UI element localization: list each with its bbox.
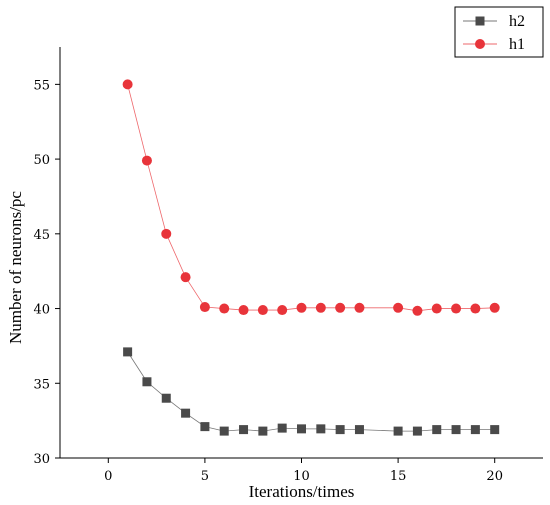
- data-point: [432, 425, 442, 435]
- data-point: [296, 302, 307, 313]
- y-tick-label: 40: [33, 303, 50, 318]
- data-point: [335, 302, 346, 313]
- data-point: [354, 302, 365, 313]
- data-point: [316, 424, 326, 434]
- data-point: [277, 305, 288, 316]
- x-tick-label: 20: [486, 469, 503, 484]
- legend-marker: [475, 16, 485, 26]
- data-point: [238, 305, 249, 316]
- data-point: [239, 425, 249, 435]
- data-point: [451, 303, 462, 314]
- y-tick-label: 35: [33, 377, 50, 392]
- data-point: [258, 426, 268, 436]
- x-tick-label: 15: [390, 469, 407, 484]
- data-point: [297, 424, 306, 434]
- data-point: [200, 422, 210, 432]
- data-point: [181, 408, 191, 418]
- data-point: [161, 228, 172, 239]
- legend-marker: [475, 39, 485, 49]
- x-tick-label: 0: [104, 469, 112, 484]
- y-tick-label: 55: [33, 78, 50, 93]
- x-axis-title: Iterations/times: [249, 482, 355, 501]
- data-point: [431, 303, 442, 314]
- x-tick-label: 5: [201, 469, 209, 484]
- data-point: [315, 302, 326, 313]
- data-point: [412, 426, 422, 436]
- series-line: [127, 351, 495, 432]
- data-point: [199, 302, 210, 313]
- data-point: [451, 425, 461, 435]
- data-point: [141, 155, 152, 166]
- legend-box: [454, 6, 544, 58]
- data-point: [489, 302, 500, 313]
- plot-area: 0 5 10 15 20 30 35 40 45 50 55: [33, 47, 543, 484]
- series-h2: [123, 347, 500, 436]
- data-point: [180, 272, 191, 283]
- data-point: [142, 377, 152, 387]
- data-point: [470, 425, 480, 435]
- y-tick-label: 45: [33, 228, 50, 243]
- y-axis-title: Number of neurons/pc: [6, 191, 25, 344]
- data-point: [470, 303, 481, 314]
- data-point: [412, 305, 423, 316]
- series-h1: [122, 79, 500, 316]
- legend-label: h2: [509, 13, 525, 30]
- data-point: [335, 425, 345, 435]
- data-point: [123, 347, 133, 357]
- data-point: [393, 302, 404, 313]
- data-point: [219, 303, 230, 314]
- legend-item-h1: h1: [463, 36, 525, 53]
- y-tick-label: 50: [33, 153, 50, 168]
- x-tick-label: 10: [293, 469, 310, 484]
- data-point: [257, 305, 268, 316]
- data-point: [277, 423, 287, 433]
- data-point: [490, 425, 500, 435]
- data-point: [122, 79, 133, 90]
- series-layer: [122, 79, 500, 436]
- legend-item-h2: h2: [463, 13, 525, 30]
- data-point: [354, 425, 364, 435]
- data-point: [219, 426, 229, 436]
- data-point: [393, 426, 403, 436]
- legend-label: h1: [509, 36, 525, 53]
- data-point: [161, 393, 171, 403]
- y-tick-label: 30: [33, 452, 50, 467]
